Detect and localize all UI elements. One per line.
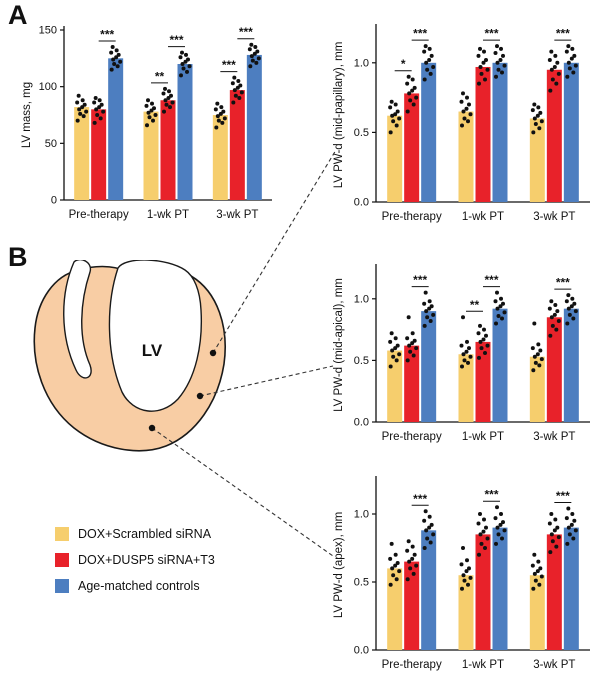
svg-text:1.0: 1.0 [354, 509, 369, 521]
svg-text:0: 0 [51, 195, 57, 207]
svg-text:LV PW-d (mid-apical), mm: LV PW-d (mid-apical), mm [333, 278, 345, 412]
svg-text:3-wk PT: 3-wk PT [533, 211, 575, 223]
legend-item-scrambled: DOX+Scrambled siRNA [55, 527, 215, 541]
svg-text:3-wk PT: 3-wk PT [216, 209, 258, 221]
svg-text:100: 100 [39, 81, 57, 93]
chart-pw-mid-apical: 0.0 0.5 1.0 LV PW-d (mid-apical), mm Pre-the… [330, 250, 598, 448]
svg-text:***: *** [484, 273, 498, 287]
svg-text:3-wk PT: 3-wk PT [533, 659, 575, 671]
svg-text:1-wk PT: 1-wk PT [462, 211, 504, 223]
svg-text:***: *** [556, 489, 570, 503]
svg-text:*: * [401, 57, 406, 71]
svg-text:***: *** [239, 25, 253, 39]
svg-text:Pre-therapy: Pre-therapy [382, 211, 442, 223]
legend: DOX+Scrambled siRNA DOX+DUSP5 siRNA+T3 A… [55, 527, 215, 605]
panel-a-label: A [8, 0, 28, 30]
chart-canvas-pw-apex: 0.0 0.5 1.0 LV PW-d (apex), mm Pre-therapy 1-… [333, 476, 590, 671]
svg-text:**: ** [470, 298, 480, 312]
svg-text:***: *** [413, 27, 427, 41]
svg-text:***: *** [413, 273, 427, 287]
legend-label: Age-matched controls [78, 579, 200, 593]
svg-text:0.0: 0.0 [354, 417, 369, 429]
svg-text:***: *** [100, 28, 114, 42]
svg-text:***: *** [556, 27, 570, 41]
heart-left-lumen [63, 260, 92, 379]
svg-text:Pre-therapy: Pre-therapy [382, 431, 442, 443]
svg-text:Pre-therapy: Pre-therapy [69, 209, 129, 221]
svg-text:LV mass, mg: LV mass, mg [21, 82, 33, 148]
svg-text:0.0: 0.0 [354, 197, 369, 209]
svg-text:1.0: 1.0 [354, 57, 369, 69]
svg-text:1-wk PT: 1-wk PT [147, 209, 189, 221]
lv-label: LV [142, 341, 163, 360]
chart-canvas-lv-mass: 0 50 100 150 LV mass, mg Pre-therapy 1-wk PT 3-… [21, 25, 272, 221]
svg-text:Pre-therapy: Pre-therapy [382, 659, 442, 671]
legend-swatch-red [55, 553, 69, 567]
svg-text:50: 50 [45, 138, 57, 150]
svg-text:0.5: 0.5 [354, 127, 369, 139]
svg-text:***: *** [556, 276, 570, 290]
heart-lv-cavity [108, 260, 203, 412]
legend-swatch-blue [55, 579, 69, 593]
svg-text:1-wk PT: 1-wk PT [462, 659, 504, 671]
svg-text:LV PW-d (apex), mm: LV PW-d (apex), mm [333, 512, 345, 618]
svg-text:***: *** [484, 488, 498, 502]
chart-pw-apex: 0.0 0.5 1.0 LV PW-d (apex), mm Pre-therapy 1-… [330, 462, 598, 676]
svg-text:0.5: 0.5 [354, 577, 369, 589]
legend-label: DOX+DUSP5 siRNA+T3 [78, 553, 215, 567]
svg-text:0.5: 0.5 [354, 355, 369, 367]
svg-text:0.0: 0.0 [354, 645, 369, 657]
svg-text:***: *** [222, 58, 236, 72]
svg-text:1-wk PT: 1-wk PT [462, 431, 504, 443]
svg-text:1.0: 1.0 [354, 293, 369, 305]
legend-swatch-yellow [55, 527, 69, 541]
svg-text:150: 150 [39, 25, 57, 37]
svg-text:**: ** [155, 69, 165, 83]
svg-text:***: *** [169, 33, 183, 47]
chart-canvas-pw-mid-papillary: 0.0 0.5 1.0 LV PW-d (mid-papillary), mm Pre-… [333, 24, 590, 223]
legend-item-controls: Age-matched controls [55, 579, 215, 593]
chart-pw-mid-papillary: 0.0 0.5 1.0 LV PW-d (mid-papillary), mm Pre-… [330, 10, 598, 228]
svg-text:***: *** [484, 27, 498, 41]
svg-text:***: *** [413, 492, 427, 506]
lv-heart-diagram: LV [33, 260, 226, 452]
chart-lv-mass: 0 50 100 150 LV mass, mg Pre-therapy 1-wk PT 3-… [18, 12, 280, 226]
legend-label: DOX+Scrambled siRNA [78, 527, 212, 541]
svg-text:LV PW-d (mid-papillary), mm: LV PW-d (mid-papillary), mm [333, 42, 345, 189]
legend-item-dusp5: DOX+DUSP5 siRNA+T3 [55, 553, 215, 567]
panel-b-label: B [8, 242, 28, 272]
chart-canvas-pw-mid-apical: 0.0 0.5 1.0 LV PW-d (mid-apical), mm Pre-the… [333, 264, 590, 443]
svg-text:3-wk PT: 3-wk PT [533, 431, 575, 443]
